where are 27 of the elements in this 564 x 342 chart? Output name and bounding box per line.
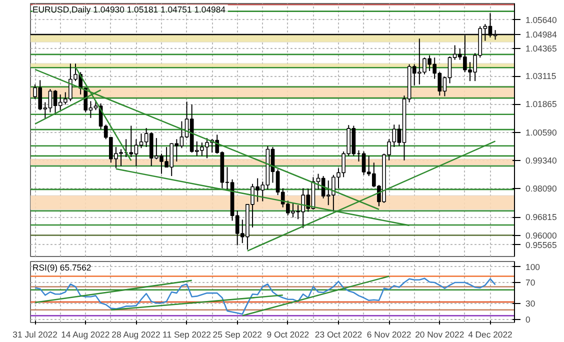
x-tick-label: 4 Dec 2022	[468, 330, 513, 340]
x-tick-label: 14 Aug 2022	[61, 330, 110, 340]
y-tick-label: 0.95565	[526, 240, 557, 250]
y-tick-label: 1.03115	[526, 71, 556, 82]
y-tick-label: 0.96815	[526, 212, 557, 222]
y-tick-label: 1.05640	[526, 14, 557, 25]
y-tick-label: 1.00590	[526, 128, 557, 138]
y-tick-label: 0.98090	[526, 184, 557, 194]
x-tick-label: 20 Nov 2022	[415, 330, 464, 340]
ref-line-label: 1.04984	[526, 29, 557, 40]
y-tick-label: 1.01865	[526, 99, 557, 110]
y-tick-label: 1.04365	[526, 43, 557, 54]
chart-title: EURUSD,Daily 1.04930 1.05181 1.04751 1.04984	[32, 4, 226, 14]
y-tick-label: 0	[526, 314, 530, 324]
chart-title: RSI(9) 65.7562	[32, 262, 92, 272]
y-tick-label: 100	[526, 262, 540, 272]
x-tick-label: 23 Oct 2022	[314, 330, 362, 340]
x-tick-label: 11 Sep 2022	[162, 330, 212, 340]
x-tick-label: 28 Aug 2022	[112, 330, 160, 340]
x-tick-label: 25 Sep 2022	[212, 330, 262, 340]
y-tick-label: 70	[526, 278, 536, 288]
x-tick-label: 6 Nov 2022	[366, 330, 412, 340]
y-tick-label: 0.99340	[526, 156, 557, 166]
x-tick-label: 31 Jul 2022	[12, 330, 58, 340]
ref-line-label: 0.96000	[526, 230, 557, 240]
y-tick-label: 30	[526, 298, 536, 309]
x-tick-label: 9 Oct 2022	[266, 330, 310, 340]
